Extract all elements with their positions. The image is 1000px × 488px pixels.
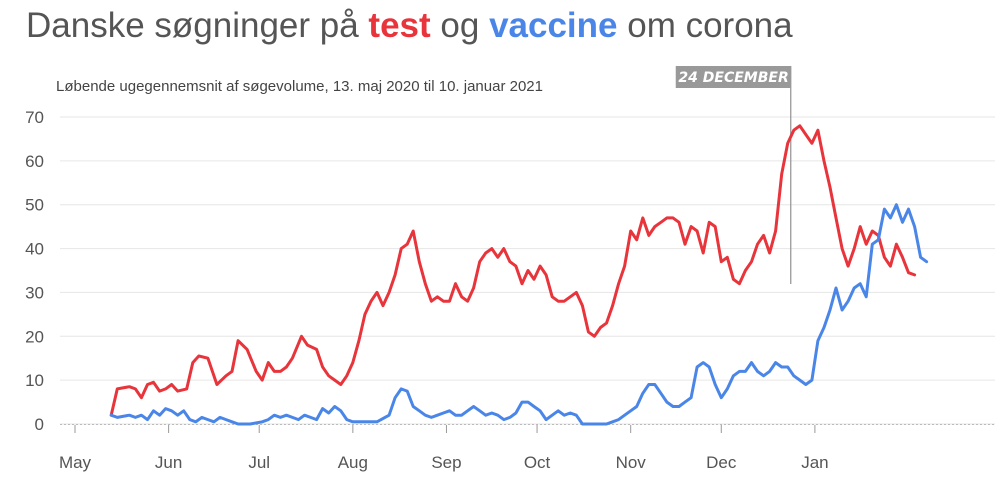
series-line-vaccine xyxy=(109,203,929,426)
x-tick-label-oct: Oct xyxy=(524,453,551,472)
y-tick-label-70: 70 xyxy=(25,108,44,127)
x-tick-label-jan: Jan xyxy=(801,453,828,472)
title-keyword-test: test xyxy=(368,6,431,45)
annotation-label-bg xyxy=(675,66,791,88)
x-tick-label-nov: Nov xyxy=(616,453,647,472)
x-tick-label-aug: Aug xyxy=(338,453,368,472)
title-part-2: og xyxy=(430,6,490,45)
annotation-label: 24 DECEMBER xyxy=(678,70,788,86)
y-tick-label-60: 60 xyxy=(25,152,44,171)
series-line-test xyxy=(109,124,917,417)
x-tick-label-sep: Sep xyxy=(431,453,461,472)
y-tick-label-40: 40 xyxy=(25,240,44,259)
y-tick-label-0: 0 xyxy=(35,415,44,434)
y-tick-label-50: 50 xyxy=(25,196,44,215)
y-tick-label-30: 30 xyxy=(25,283,44,302)
title-keyword-vaccine: vaccine xyxy=(489,6,618,45)
x-tick-label-dec: Dec xyxy=(706,453,737,472)
title-part-3: om corona xyxy=(617,6,793,45)
y-tick-label-10: 10 xyxy=(25,371,44,390)
x-tick-label-jul: Jul xyxy=(248,453,270,472)
y-tick-label-20: 20 xyxy=(25,327,44,346)
chart-title: Danske søgninger på test og vaccine om c… xyxy=(26,6,793,46)
title-part-1: Danske søgninger på xyxy=(26,6,369,45)
x-tick-label-may: May xyxy=(59,453,92,472)
chart-subtitle: Løbende ugegennemsnit af søgevolume, 13.… xyxy=(56,78,543,95)
x-tick-label-jun: Jun xyxy=(155,453,182,472)
